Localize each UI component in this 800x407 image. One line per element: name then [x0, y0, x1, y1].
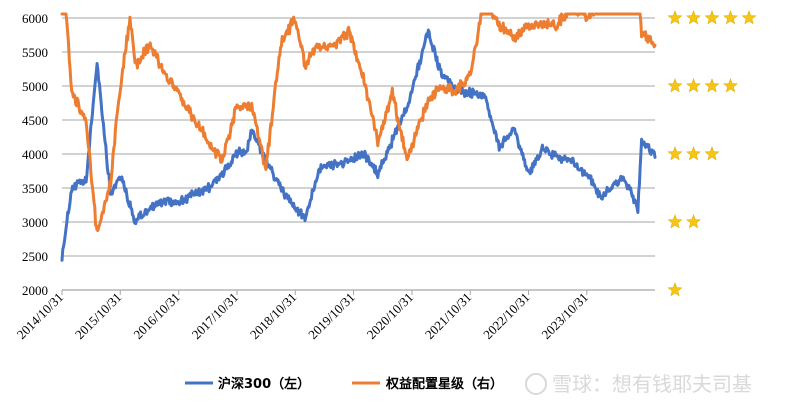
x-tick-label: 2020/10/31 — [364, 290, 416, 342]
star-icon — [686, 214, 701, 229]
watermark-text: 雪球：想有钱耶夫司基 — [552, 372, 752, 396]
legend-label-equity-stars: 权益配置星级（右） — [385, 376, 503, 392]
legend-label-hs300: 沪深300（左） — [218, 376, 310, 392]
xueqiu-logo-icon — [525, 373, 547, 395]
star-icon — [686, 78, 701, 93]
star-icon — [667, 282, 683, 297]
x-tick-label: 2021/10/31 — [422, 290, 474, 342]
y-axis-ticks: 6000 5500 5000 4500 4000 3500 3000 2500 2000 — [22, 11, 48, 298]
star-rating-3 — [667, 146, 720, 161]
x-tick-label: 2015/10/31 — [72, 290, 124, 342]
series-line-hs300 — [60, 28, 657, 262]
star-icon — [686, 10, 701, 25]
x-axis-ticks: 2014/10/31 2015/10/31 2016/10/31 2017/10/31… — [14, 290, 591, 342]
star-icon — [723, 78, 738, 93]
y-tick-label: 5500 — [22, 45, 48, 60]
x-tick-label: 2022/10/31 — [480, 290, 532, 342]
y-tick-label: 2000 — [22, 283, 48, 298]
y-tick-label: 4500 — [22, 113, 48, 128]
star-icon — [704, 10, 720, 25]
star-icon — [704, 78, 720, 93]
star-icon — [667, 78, 683, 93]
legend: 沪深300（左） 权益配置星级（右） — [185, 376, 503, 392]
y-tick-label: 6000 — [22, 11, 48, 26]
y-tick-label: 4000 — [22, 147, 48, 162]
star-icon — [704, 146, 720, 161]
star-icon — [741, 10, 757, 25]
star-icon — [667, 10, 683, 25]
y-tick-label: 3000 — [22, 215, 48, 230]
x-tick-label: 2023/10/31 — [538, 290, 590, 342]
star-icon — [667, 146, 683, 161]
x-tick-label: 2016/10/31 — [130, 290, 182, 342]
star-icon — [723, 10, 738, 25]
series-lines — [60, 12, 657, 262]
star-rating-5 — [667, 10, 757, 25]
series-line-equity-stars — [60, 12, 657, 232]
star-icon — [686, 146, 701, 161]
right-axis-star-ratings — [667, 10, 757, 297]
star-rating-4 — [667, 78, 738, 93]
x-tick-label: 2018/10/31 — [247, 290, 299, 342]
y-tick-label: 2500 — [22, 249, 48, 264]
watermark: 雪球：想有钱耶夫司基 — [525, 372, 752, 396]
star-rating-1 — [667, 282, 683, 297]
y-tick-label: 5000 — [22, 79, 48, 94]
y-tick-label: 3500 — [22, 181, 48, 196]
x-tick-label: 2019/10/31 — [305, 290, 357, 342]
star-icon — [667, 214, 683, 229]
star-rating-2 — [667, 214, 701, 229]
x-tick-label: 2017/10/31 — [189, 290, 241, 342]
